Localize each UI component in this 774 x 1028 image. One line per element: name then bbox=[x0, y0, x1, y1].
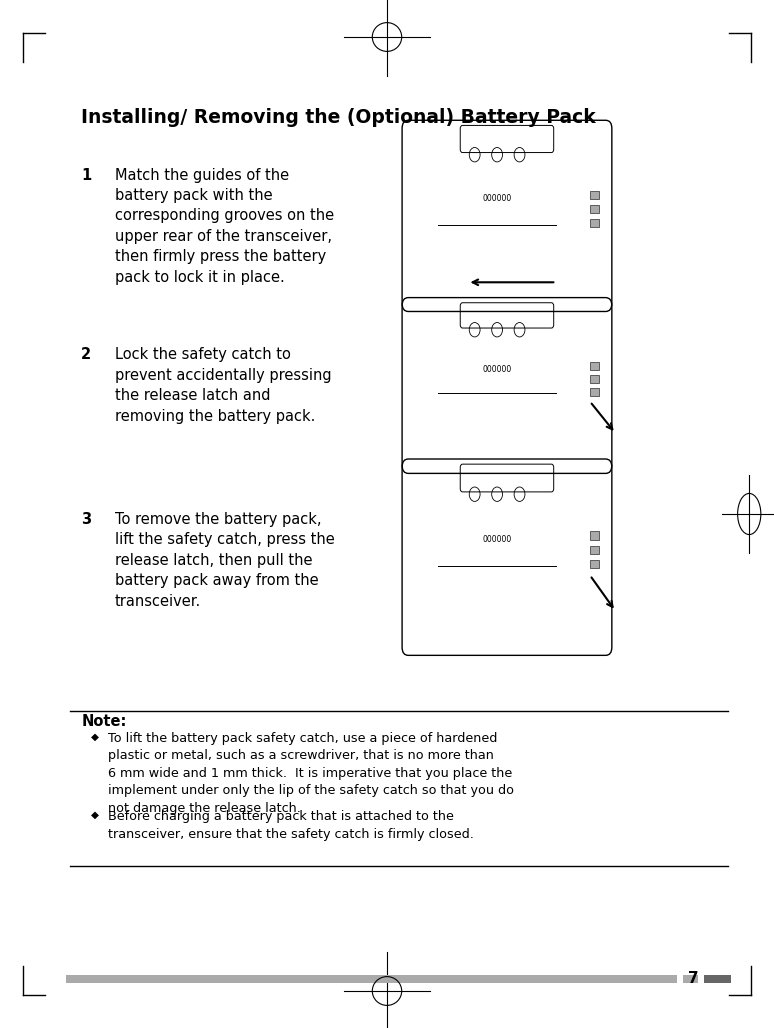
Text: Installing/ Removing the (Optional) Battery Pack: Installing/ Removing the (Optional) Batt… bbox=[81, 108, 596, 126]
Bar bbox=[590, 205, 599, 213]
Text: 000000: 000000 bbox=[482, 535, 512, 544]
Text: 7: 7 bbox=[688, 971, 699, 986]
Text: ◆: ◆ bbox=[91, 810, 99, 820]
Text: 3: 3 bbox=[81, 512, 91, 527]
Text: Lock the safety catch to
prevent accidentally pressing
the release latch and
rem: Lock the safety catch to prevent acciden… bbox=[115, 347, 331, 424]
Bar bbox=[590, 191, 599, 199]
Text: 000000: 000000 bbox=[482, 365, 512, 374]
Bar bbox=[590, 388, 599, 396]
Text: Match the guides of the
battery pack with the
corresponding grooves on the
upper: Match the guides of the battery pack wit… bbox=[115, 168, 334, 285]
Text: 1: 1 bbox=[81, 168, 91, 183]
Text: Before charging a battery pack that is attached to the
transceiver, ensure that : Before charging a battery pack that is a… bbox=[108, 810, 474, 841]
Bar bbox=[590, 375, 599, 383]
Text: To remove the battery pack,
lift the safety catch, press the
release latch, then: To remove the battery pack, lift the saf… bbox=[115, 512, 334, 609]
Text: 000000: 000000 bbox=[482, 194, 512, 203]
Bar bbox=[590, 546, 599, 554]
Text: ◆: ◆ bbox=[91, 732, 99, 742]
Bar bbox=[590, 362, 599, 370]
Bar bbox=[590, 219, 599, 227]
Text: 2: 2 bbox=[81, 347, 91, 363]
Bar bbox=[66, 975, 677, 983]
Bar bbox=[704, 975, 731, 983]
Bar bbox=[683, 975, 698, 983]
Bar bbox=[590, 531, 599, 540]
Bar bbox=[590, 560, 599, 568]
Text: To lift the battery pack safety catch, use a piece of hardened
plastic or metal,: To lift the battery pack safety catch, u… bbox=[108, 732, 515, 815]
Text: Note:: Note: bbox=[81, 714, 127, 730]
